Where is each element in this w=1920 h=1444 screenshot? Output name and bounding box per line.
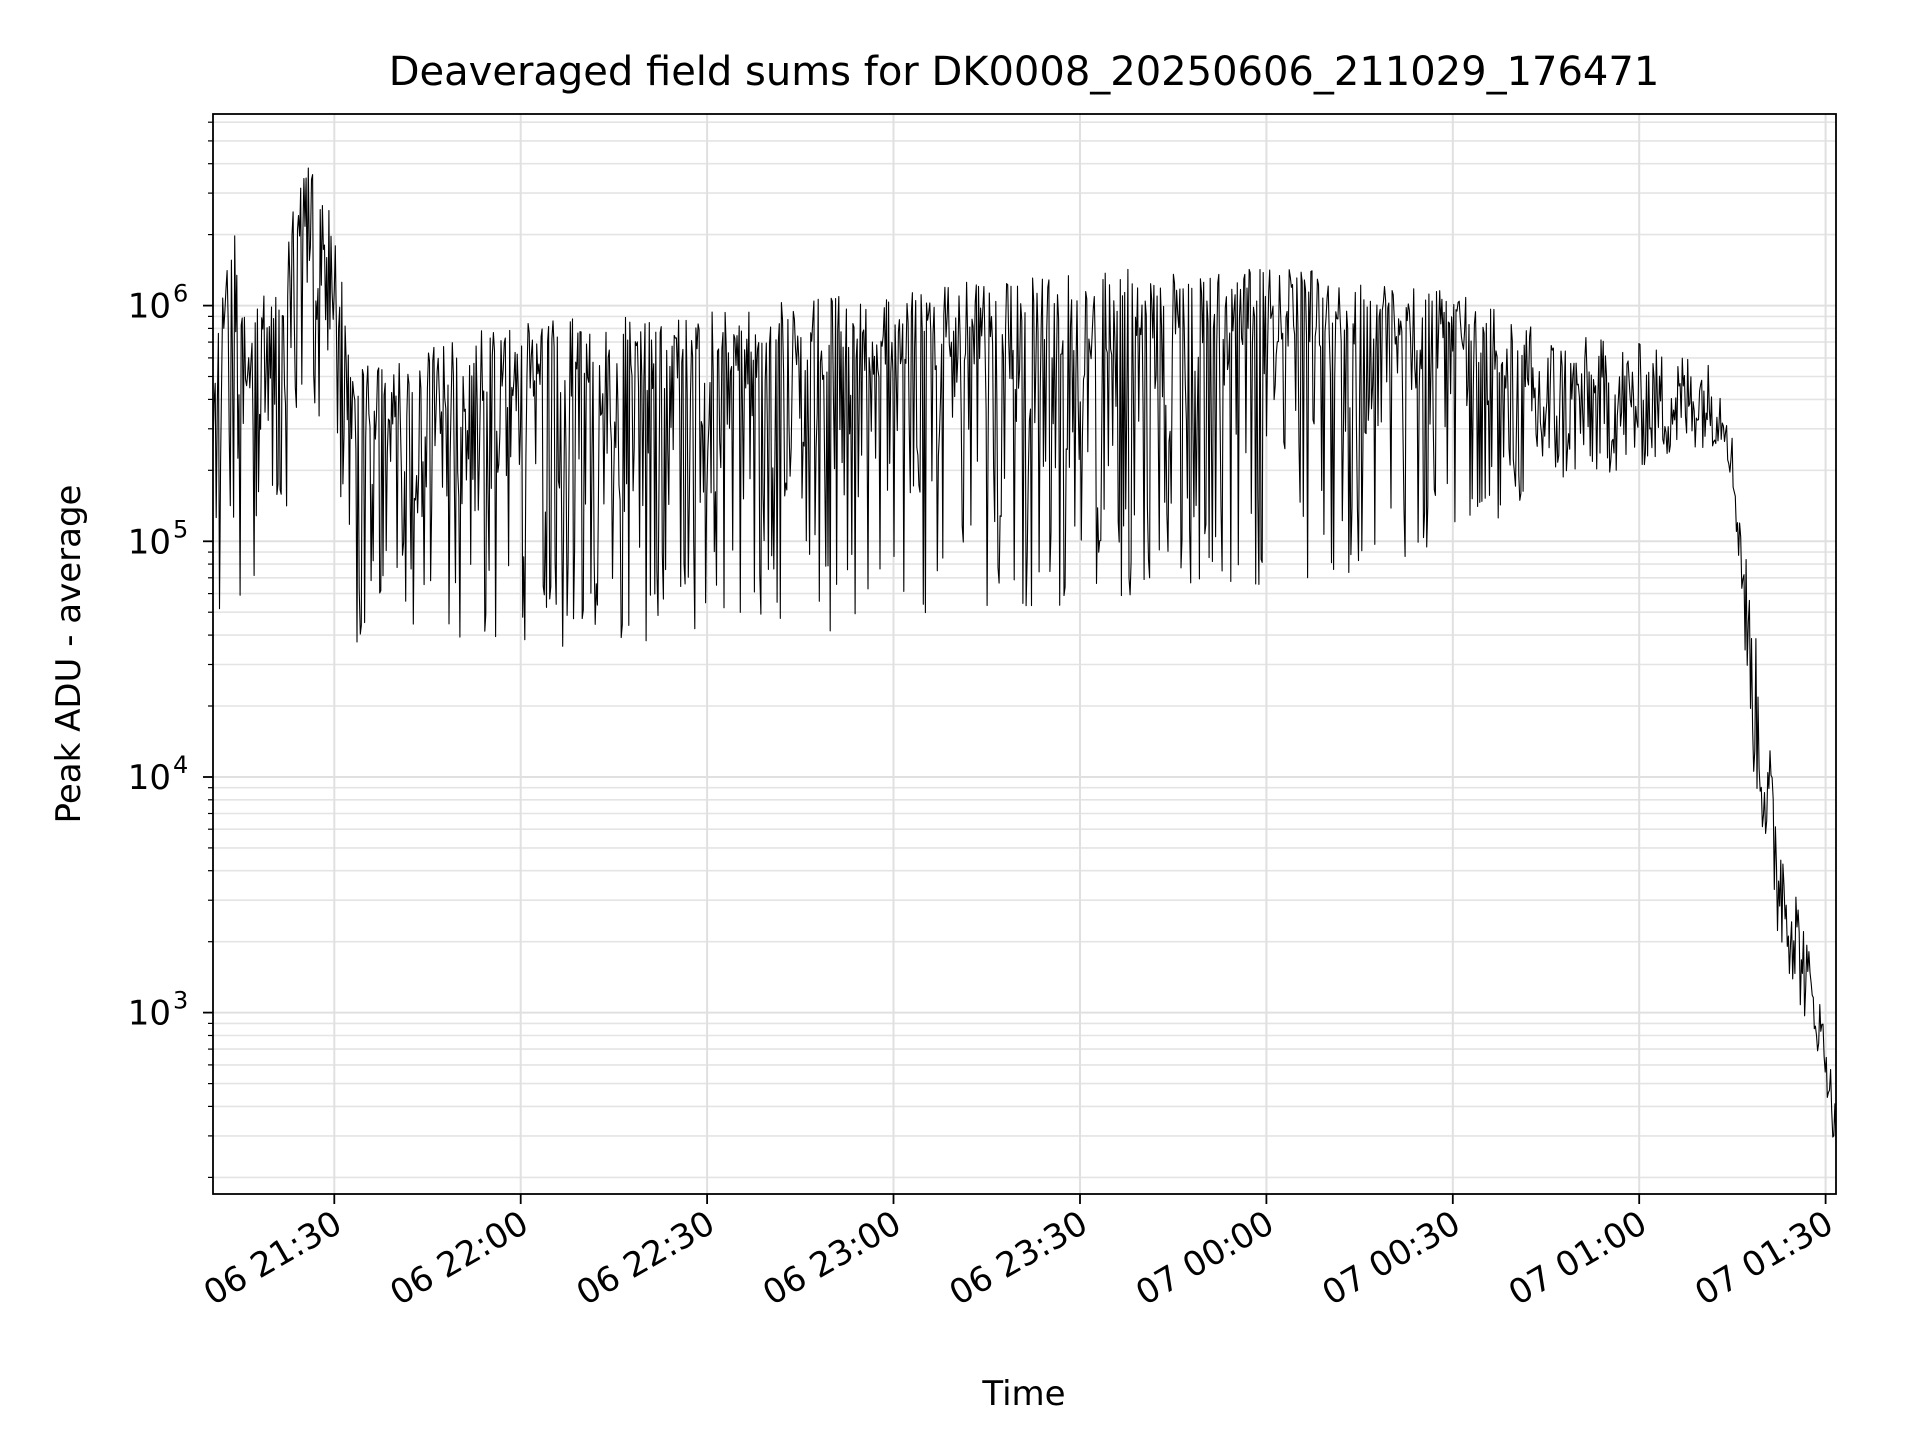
y-tick-label-exponent: 4 (173, 751, 188, 779)
chart-title: Deaveraged field sums for DK0008_2025060… (389, 49, 1660, 95)
y-tick-label: 10 5 (128, 515, 189, 562)
y-tick-label: 10 4 (128, 751, 189, 798)
y-tick-label: 10 3 (128, 987, 189, 1034)
y-tick-label-exponent: 6 (173, 280, 188, 308)
series-line (212, 167, 1837, 1141)
y-axis-label: Peak ADU - average (49, 485, 89, 824)
y-tick-label-base: 10 (128, 994, 171, 1034)
plot-area-frame (212, 113, 1837, 1195)
grid-lines (213, 114, 1836, 1194)
y-tick-label-exponent: 5 (173, 515, 188, 543)
y-tick-label-base: 10 (128, 758, 171, 798)
y-tick-label-exponent: 3 (173, 987, 188, 1015)
x-axis-label: Time (981, 1374, 1065, 1414)
y-tick-label-base: 10 (128, 287, 171, 327)
y-tick-label-base: 10 (128, 522, 171, 562)
data-series (212, 167, 1837, 1141)
y-tick-label: 10 6 (128, 280, 189, 327)
